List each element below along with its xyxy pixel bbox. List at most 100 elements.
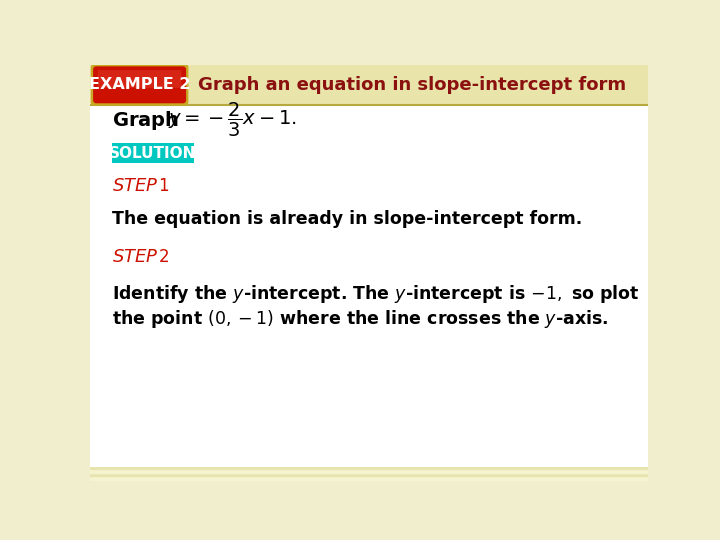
Text: $\mathbf{Graph}\ $: $\mathbf{Graph}\ $: [112, 109, 179, 132]
Bar: [90, 204, 648, 207]
FancyBboxPatch shape: [98, 70, 181, 88]
Bar: [90, 253, 648, 257]
Bar: [90, 96, 648, 99]
Bar: [90, 142, 648, 145]
Bar: [90, 476, 648, 481]
Bar: [90, 438, 648, 442]
Bar: [90, 322, 648, 327]
Bar: [90, 226, 648, 230]
Bar: [90, 384, 648, 388]
Bar: [90, 88, 648, 91]
Bar: [90, 265, 648, 268]
Bar: [90, 407, 648, 411]
Bar: [90, 199, 648, 204]
Bar: [90, 176, 648, 180]
Bar: [90, 138, 648, 142]
Bar: [90, 65, 648, 68]
Bar: [90, 273, 648, 276]
Bar: [90, 461, 648, 465]
Bar: [90, 342, 648, 346]
Bar: [90, 315, 648, 319]
Bar: [90, 107, 648, 111]
Text: Graph an equation in slope-intercept form: Graph an equation in slope-intercept for…: [199, 76, 626, 94]
Bar: [90, 311, 648, 315]
Bar: [90, 450, 648, 453]
Bar: [90, 222, 648, 226]
Bar: [90, 465, 648, 469]
Bar: [90, 261, 648, 265]
Bar: [90, 168, 648, 173]
Bar: [90, 280, 648, 284]
Bar: [90, 122, 648, 126]
Bar: [90, 392, 648, 396]
Bar: [90, 381, 648, 384]
Text: The equation is already in slope-intercept form.: The equation is already in slope-interce…: [112, 210, 582, 228]
Bar: [90, 192, 648, 195]
Bar: [90, 188, 648, 192]
Bar: [90, 76, 648, 80]
Bar: [90, 357, 648, 361]
Bar: [90, 346, 648, 350]
FancyBboxPatch shape: [112, 143, 194, 164]
Bar: [90, 338, 648, 342]
Bar: [90, 396, 648, 400]
Bar: [90, 403, 648, 407]
Bar: [90, 257, 648, 261]
Bar: [90, 457, 648, 461]
Bar: [90, 161, 648, 165]
Bar: [90, 80, 648, 84]
Text: $\mathit{2}$: $\mathit{2}$: [158, 248, 169, 266]
Text: the point $(0, -1)$ where the line crosses the $y$-axis.: the point $(0, -1)$ where the line cross…: [112, 308, 608, 330]
Bar: [90, 419, 648, 422]
Bar: [90, 268, 648, 273]
Bar: [90, 249, 648, 253]
Bar: [90, 350, 648, 353]
Text: $y = -\dfrac{2}{3}x - 1.$: $y = -\dfrac{2}{3}x - 1.$: [168, 101, 296, 139]
Bar: [90, 234, 648, 238]
Bar: [90, 230, 648, 234]
Bar: [90, 307, 648, 311]
Bar: [90, 195, 648, 199]
Bar: [90, 411, 648, 415]
Bar: [90, 415, 648, 419]
Bar: [90, 211, 648, 214]
Bar: [90, 303, 648, 307]
Bar: [90, 165, 648, 168]
Bar: [90, 153, 648, 157]
Bar: [90, 134, 648, 138]
Text: $\bf\mathit{STEP}$: $\bf\mathit{STEP}$: [112, 248, 158, 266]
Bar: [90, 427, 648, 430]
FancyBboxPatch shape: [90, 65, 648, 105]
Bar: [90, 184, 648, 188]
Bar: [90, 238, 648, 242]
Bar: [90, 114, 648, 119]
Bar: [90, 284, 648, 288]
Bar: [90, 150, 648, 153]
FancyBboxPatch shape: [90, 105, 648, 467]
Bar: [90, 469, 648, 473]
Bar: [90, 365, 648, 369]
Bar: [90, 299, 648, 303]
Bar: [90, 288, 648, 292]
Text: $\mathit{1}$: $\mathit{1}$: [158, 178, 169, 195]
Bar: [90, 207, 648, 211]
Bar: [90, 292, 648, 296]
Bar: [90, 111, 648, 114]
Bar: [90, 84, 648, 88]
Bar: [90, 296, 648, 299]
Bar: [90, 103, 648, 107]
Bar: [90, 173, 648, 176]
Bar: [90, 126, 648, 130]
Bar: [90, 130, 648, 134]
Bar: [90, 99, 648, 103]
Bar: [90, 245, 648, 249]
Bar: [90, 369, 648, 373]
Bar: [90, 68, 648, 72]
Bar: [90, 219, 648, 222]
Bar: [90, 434, 648, 438]
Bar: [90, 388, 648, 392]
Bar: [90, 446, 648, 450]
Bar: [90, 376, 648, 381]
FancyBboxPatch shape: [91, 64, 189, 106]
Bar: [90, 157, 648, 161]
